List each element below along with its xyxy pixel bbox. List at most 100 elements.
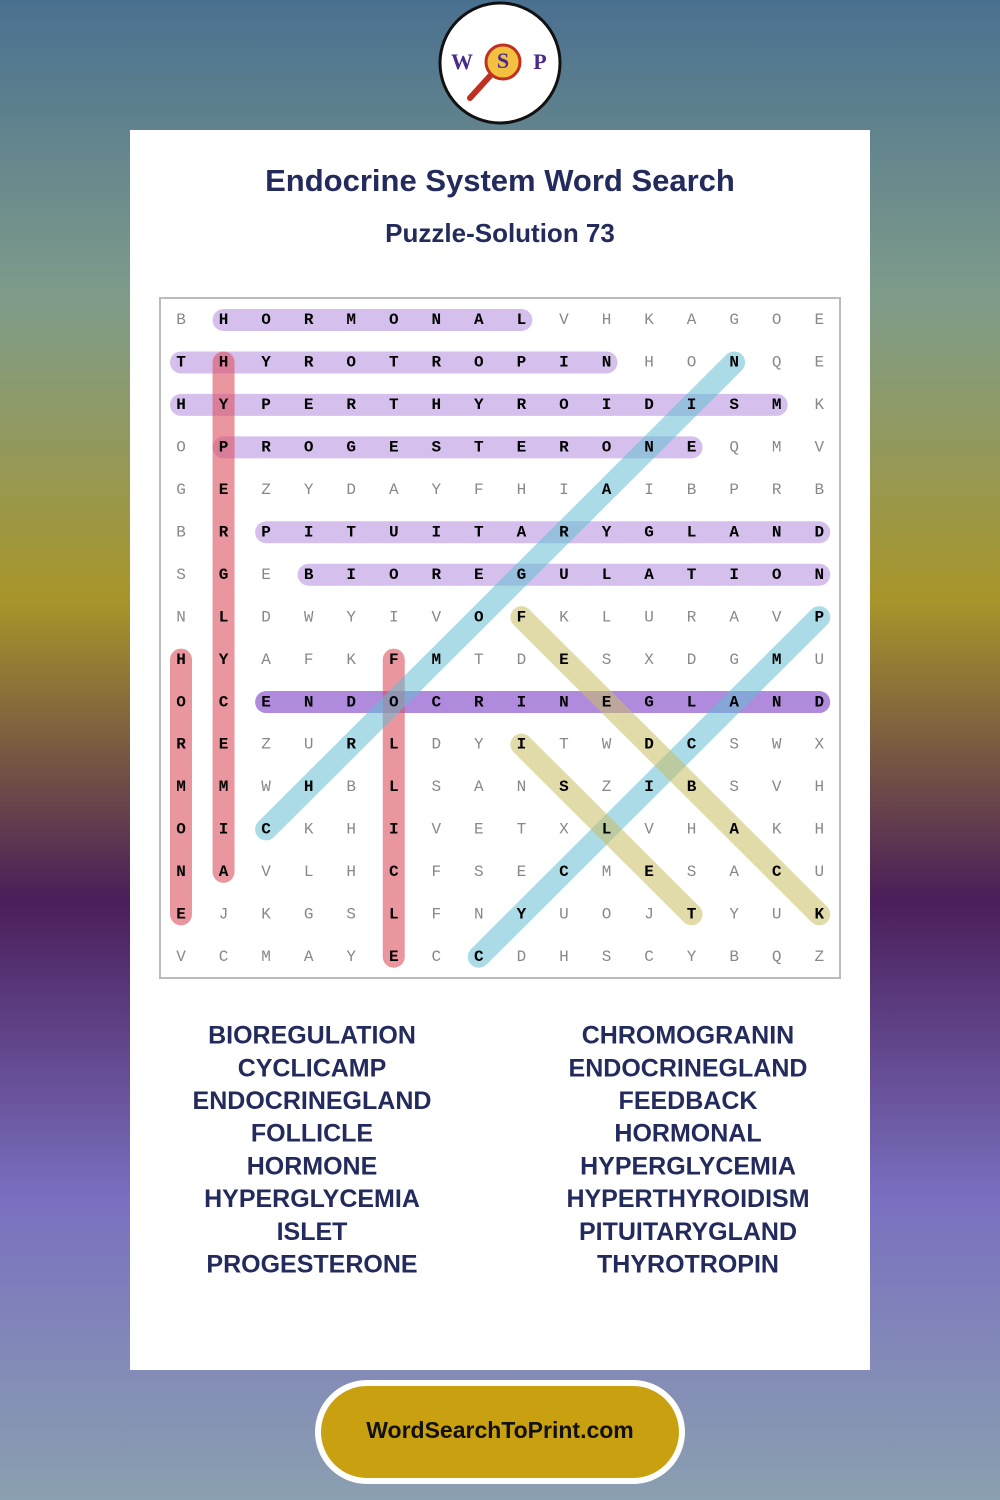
grid-letter: A xyxy=(474,311,484,329)
grid-letter: P xyxy=(261,396,271,414)
grid-letter: H xyxy=(219,354,229,372)
grid-letter: E xyxy=(559,651,569,669)
grid-border xyxy=(159,297,841,979)
grid-letter: E xyxy=(474,566,484,584)
grid-letter: O xyxy=(389,311,399,329)
word-item: THYROTROPIN xyxy=(597,1251,779,1279)
grid-letter: H xyxy=(517,481,527,499)
footer-button[interactable] xyxy=(315,1380,685,1484)
grid-letter: K xyxy=(814,906,824,924)
grid-letter: I xyxy=(559,354,569,372)
word-highlight xyxy=(467,606,831,968)
grid-letter: N xyxy=(517,778,527,796)
grid-letter: R xyxy=(431,566,441,584)
grid-letter: A xyxy=(729,863,739,881)
word-item: HYPERGLYCEMIA xyxy=(204,1185,420,1213)
grid-letter: F xyxy=(517,608,527,626)
grid-letter: R xyxy=(772,481,782,499)
grid-letter: O xyxy=(389,566,399,584)
grid-letter: N xyxy=(176,863,186,881)
panel xyxy=(130,130,870,1370)
grid-letter: V xyxy=(772,608,782,626)
grid-letter: S xyxy=(729,396,739,414)
grid-letter: L xyxy=(602,608,612,626)
grid-letter: R xyxy=(474,693,484,711)
grid-letter: X xyxy=(644,651,654,669)
grid-letter: L xyxy=(389,736,399,754)
grid-letter: E xyxy=(644,863,654,881)
grid-letter: W xyxy=(772,736,782,754)
grid-letter: T xyxy=(346,523,356,541)
grid-letter: T xyxy=(389,354,399,372)
grid-letter: C xyxy=(559,863,569,881)
grid-letter: D xyxy=(517,948,527,966)
grid-letter: P xyxy=(219,439,229,457)
grid-letter: R xyxy=(304,354,314,372)
grid-letter: T xyxy=(517,821,527,839)
grid-letter: G xyxy=(219,566,229,584)
grid-letter: N xyxy=(559,693,569,711)
grid-letter: C xyxy=(772,863,782,881)
grid-letter: R xyxy=(517,396,527,414)
grid-letter: D xyxy=(644,396,654,414)
grid-letter: U xyxy=(304,736,314,754)
grid-letter: E xyxy=(687,439,697,457)
grid-letter: V xyxy=(431,608,441,626)
grid-letter: D xyxy=(261,608,271,626)
grid-letter: L xyxy=(602,566,612,584)
grid-letter: P xyxy=(517,354,527,372)
word-item: CYCLICAMP xyxy=(238,1054,387,1082)
grid-letter: E xyxy=(261,566,271,584)
grid-letter: D xyxy=(814,523,824,541)
grid-letter: G xyxy=(346,439,356,457)
grid-letter: F xyxy=(389,651,399,669)
grid-letter: Z xyxy=(261,736,271,754)
grid-letter: R xyxy=(219,523,229,541)
grid-letter: Y xyxy=(729,906,739,924)
grid-letter: S xyxy=(176,566,186,584)
grid-letter: M xyxy=(602,863,612,881)
word-item: ENDOCRINEGLAND xyxy=(193,1087,432,1115)
footer-link[interactable]: WordSearchToPrint.com xyxy=(366,1417,634,1443)
grid-letter: N xyxy=(602,354,612,372)
grid-letter: E xyxy=(389,948,399,966)
grid-letter: I xyxy=(517,693,527,711)
grid-letter: E xyxy=(814,311,824,329)
grid-letter: S xyxy=(431,439,441,457)
grid-letter: R xyxy=(431,354,441,372)
grid-letter: H xyxy=(559,948,569,966)
grid-letter: O xyxy=(687,354,697,372)
grid-letter: Y xyxy=(219,396,229,414)
grid-letter: O xyxy=(559,396,569,414)
grid-letter: A xyxy=(219,863,229,881)
grid-letter: M xyxy=(772,439,782,457)
grid-letter: U xyxy=(644,608,654,626)
grid-letter: G xyxy=(176,481,186,499)
grid-letter: L xyxy=(389,906,399,924)
grid-letter: I xyxy=(304,523,314,541)
word-item: HORMONAL xyxy=(614,1120,761,1148)
grid-letter: E xyxy=(176,906,186,924)
grid-letter: S xyxy=(729,778,739,796)
grid-letter: I xyxy=(219,821,229,839)
grid-letter: E xyxy=(517,863,527,881)
grid-letter: T xyxy=(474,439,484,457)
grid-letter: I xyxy=(687,396,697,414)
grid-letter: H xyxy=(602,311,612,329)
grid-letter: M xyxy=(346,311,356,329)
grid-letter: F xyxy=(304,651,314,669)
word-highlight xyxy=(510,733,703,926)
grid-letter: Y xyxy=(517,906,527,924)
grid-letter: Z xyxy=(261,481,271,499)
grid-letter: N xyxy=(304,693,314,711)
grid-letter: L xyxy=(389,778,399,796)
grid-letter: R xyxy=(559,523,569,541)
grid-letter: C xyxy=(219,948,229,966)
logo-lens xyxy=(484,43,522,81)
grid-letter: B xyxy=(814,481,824,499)
grid-letter: A xyxy=(389,481,399,499)
grid-letter: H xyxy=(304,778,314,796)
logo-handle xyxy=(467,73,493,101)
